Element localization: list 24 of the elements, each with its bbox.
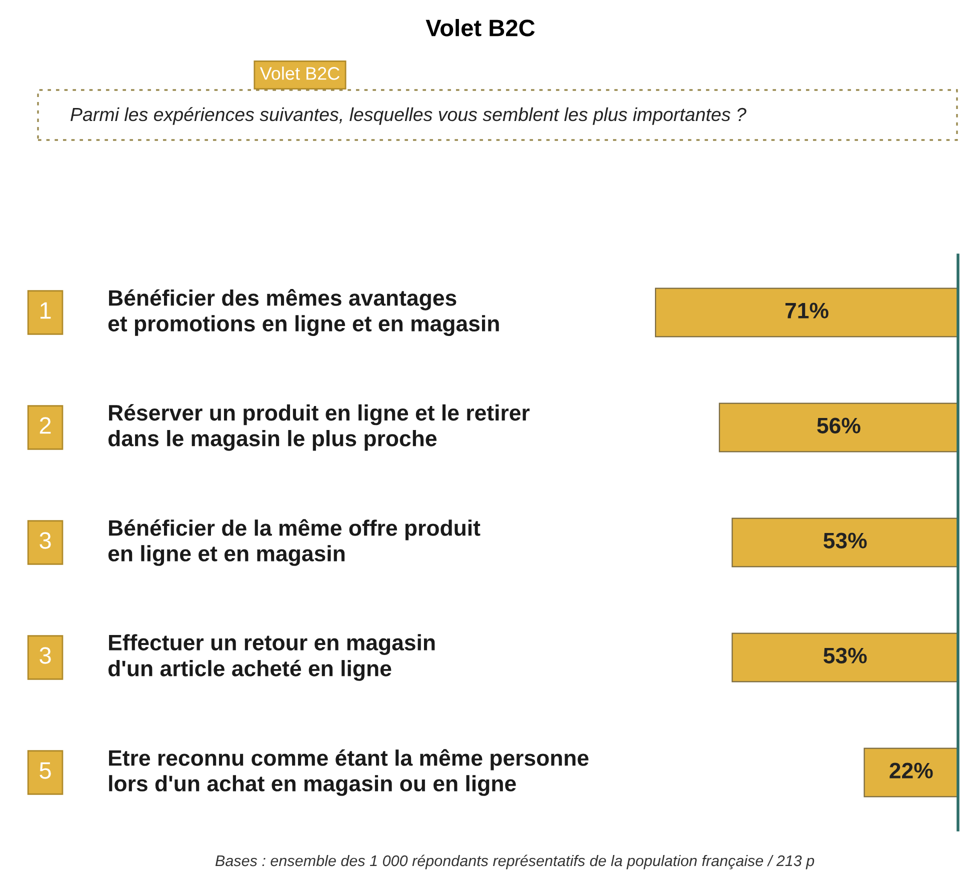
data-label: 71% bbox=[785, 302, 828, 318]
text: 3 bbox=[40, 647, 51, 664]
data-label: 53% bbox=[824, 648, 867, 664]
text: 3 bbox=[40, 532, 51, 549]
data-label: 53% bbox=[824, 532, 867, 548]
data-label: 22% bbox=[890, 762, 933, 778]
bar bbox=[864, 748, 958, 798]
data-label: 56% bbox=[817, 418, 860, 434]
text: 5 bbox=[40, 762, 51, 779]
y-tick-label: Etre reconnu comme étant la même personne lors d'un achat en magasin ou en ligne bbox=[109, 749, 588, 796]
chart-title: Volet B2C bbox=[426, 18, 535, 36]
text: 2 bbox=[40, 417, 51, 434]
y-tick-label: Effectuer un retour en magasin d'un article acheté en ligne bbox=[108, 634, 435, 681]
bar bbox=[654, 288, 958, 338]
bar bbox=[718, 402, 958, 452]
text: 1 bbox=[40, 302, 51, 319]
text: Parmi les expériences suivantes, lesquelles vous semblent les plus importantes ? bbox=[70, 107, 746, 125]
y-tick-label: Bénéficier des mêmes avantages et promotions en ligne et en magasin bbox=[108, 289, 499, 336]
text: Bases : ensemble des 1 000 répondants représentatifs de la population française / 213 p bbox=[215, 854, 814, 870]
y-tick-label: Réserver un produit en ligne et le retirer dans le magasin le plus proche bbox=[108, 404, 530, 451]
bar bbox=[732, 632, 958, 682]
y-tick-label: Bénéficier de la même offre produit en ligne et en magasin bbox=[108, 519, 480, 566]
bar bbox=[732, 518, 958, 568]
text: Volet B2C bbox=[260, 66, 340, 80]
